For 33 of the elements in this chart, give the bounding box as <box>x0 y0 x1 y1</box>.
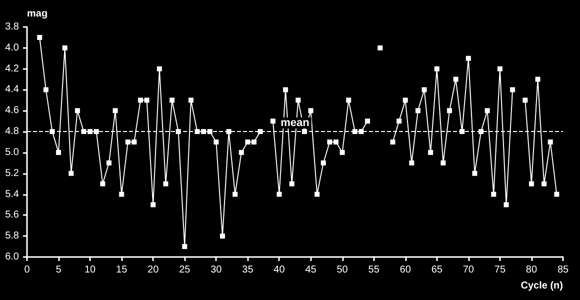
y-tick-label: 4.0 <box>5 42 20 54</box>
x-tick-label: 55 <box>368 264 380 276</box>
y-tick-label: 5.4 <box>5 188 20 200</box>
y-tick-label: 4.4 <box>5 84 20 96</box>
x-tick-label: 20 <box>148 264 160 276</box>
x-tick-label: 45 <box>305 264 317 276</box>
y-tick-label: 5.0 <box>5 146 20 158</box>
ref-line-label: mean <box>280 117 310 130</box>
x-tick-label: 10 <box>84 264 96 276</box>
y-axis-title: mag <box>27 8 48 20</box>
x-tick-label: 70 <box>462 264 474 276</box>
x-tick-label: 5 <box>56 264 62 276</box>
x-tick-label: 15 <box>116 264 128 276</box>
x-tick-label: 40 <box>274 264 286 276</box>
y-tick-label: 5.8 <box>5 230 20 242</box>
y-tick-label: 5.2 <box>5 168 20 179</box>
y-tick-label: 5.6 <box>5 210 20 221</box>
y-tick-label: 4.6 <box>5 105 20 116</box>
y-tick-label: 6.0 <box>5 252 20 262</box>
x-tick-label: 75 <box>494 264 506 276</box>
x-tick-label: 0 <box>24 264 30 276</box>
x-tick-label: 85 <box>557 264 569 276</box>
y-tick-label: 3.8 <box>5 22 20 32</box>
x-tick-label: 60 <box>400 264 412 276</box>
x-tick-label: 50 <box>336 264 348 276</box>
x-tick-label: 35 <box>242 264 254 276</box>
y-tick-label: 4.2 <box>5 63 20 74</box>
x-tick-label: 65 <box>431 264 443 276</box>
x-axis-title: Cycle (n) <box>520 280 563 292</box>
x-tick-label: 30 <box>210 264 222 276</box>
x-tick-label: 25 <box>179 264 191 276</box>
y-tick-label: 4.8 <box>5 126 20 138</box>
x-tick-label: 80 <box>526 264 538 276</box>
